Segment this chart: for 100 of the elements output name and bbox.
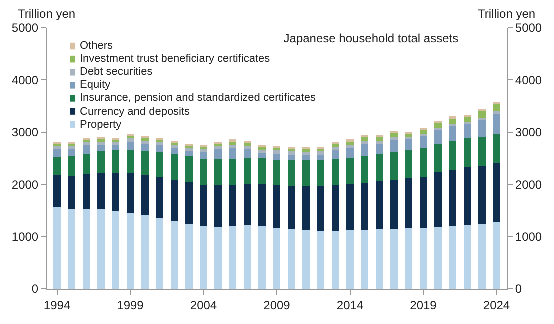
bar	[332, 231, 340, 289]
bar	[185, 182, 193, 224]
bar	[464, 225, 472, 289]
bar	[288, 229, 296, 289]
bar	[214, 150, 222, 160]
bar	[244, 142, 252, 146]
bar	[68, 146, 76, 150]
bar	[420, 176, 428, 228]
bar	[361, 156, 369, 184]
bar	[214, 186, 222, 227]
bar	[68, 210, 76, 289]
bar	[346, 184, 354, 231]
bar	[493, 114, 500, 134]
bar	[258, 150, 266, 154]
bar	[82, 145, 90, 154]
bar	[156, 177, 164, 219]
bar	[420, 136, 428, 149]
bar	[302, 186, 310, 231]
bar	[258, 145, 266, 148]
bar	[126, 173, 134, 214]
bar	[449, 118, 456, 124]
bar	[361, 230, 369, 289]
bar	[420, 134, 428, 137]
y-tick-label: 2000	[12, 178, 39, 192]
bar	[82, 209, 90, 289]
bar	[361, 144, 369, 156]
bar	[449, 170, 456, 226]
bar	[332, 159, 340, 186]
legend-label: Property	[80, 119, 122, 131]
bar	[376, 138, 384, 142]
legend-label: Equity	[80, 79, 112, 91]
bar	[478, 109, 486, 112]
bar	[302, 230, 310, 289]
bar	[405, 140, 413, 150]
bar	[332, 186, 340, 232]
bar	[376, 154, 384, 182]
bar	[317, 186, 325, 232]
bar	[464, 124, 472, 139]
bar	[288, 186, 296, 230]
bar	[170, 180, 178, 222]
bar	[434, 121, 442, 124]
bar	[346, 158, 354, 185]
bar	[376, 141, 384, 144]
bar	[156, 152, 164, 178]
x-tick-label: 2014	[336, 298, 364, 312]
bar	[273, 228, 281, 289]
y2-tick-label: 0	[515, 282, 522, 296]
bar	[98, 173, 105, 210]
bar	[317, 160, 325, 187]
bar	[273, 146, 281, 148]
bar	[141, 140, 149, 144]
bar	[376, 181, 384, 230]
bar	[185, 151, 193, 156]
bar	[346, 148, 354, 158]
bar	[317, 232, 325, 289]
bar	[112, 174, 120, 212]
bar	[390, 133, 398, 138]
bar	[214, 226, 222, 289]
bar	[420, 130, 428, 134]
bar	[376, 144, 384, 154]
bar	[288, 160, 296, 186]
y2-axis-title: Trillion yen	[478, 7, 536, 21]
bar	[229, 148, 237, 160]
bar	[493, 134, 500, 164]
bar	[200, 226, 208, 289]
bar	[434, 124, 442, 128]
bar	[346, 230, 354, 289]
bar	[273, 150, 281, 154]
bar	[258, 153, 266, 158]
bar	[464, 138, 472, 168]
chart-title: Japanese household total assets	[284, 31, 459, 46]
bar	[229, 144, 237, 148]
bar	[82, 154, 90, 175]
bar	[434, 130, 442, 144]
bar	[478, 224, 486, 289]
bar	[126, 213, 134, 289]
bar	[449, 226, 456, 289]
bar	[449, 141, 456, 170]
bar	[82, 174, 90, 210]
bar	[98, 151, 105, 174]
bar	[405, 228, 413, 289]
bar	[244, 184, 252, 226]
legend-label: Insurance, pension and standardized certificates	[80, 92, 317, 104]
bar	[273, 160, 281, 186]
bar	[302, 160, 310, 187]
bar	[126, 134, 134, 137]
bar	[185, 148, 193, 152]
bar	[229, 185, 237, 226]
bar	[361, 183, 369, 230]
y2-tick-label: 5000	[515, 21, 542, 36]
bar	[302, 152, 310, 156]
y2-tick-label: 2000	[515, 178, 542, 192]
bar	[258, 148, 266, 150]
bar	[82, 142, 90, 146]
bar	[185, 146, 193, 148]
bar	[302, 155, 310, 161]
bar	[288, 149, 296, 152]
bar	[478, 166, 486, 224]
bar	[244, 149, 252, 158]
bar	[54, 156, 61, 176]
